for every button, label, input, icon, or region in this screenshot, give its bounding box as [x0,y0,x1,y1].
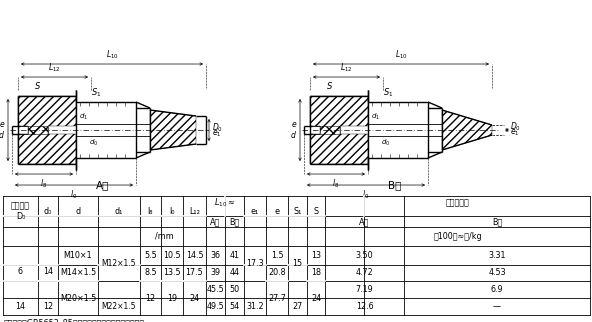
Text: 39: 39 [210,269,221,278]
Text: 36: 36 [211,251,220,260]
Text: 12: 12 [146,294,156,303]
Text: $L_{12}$: $L_{12}$ [48,62,61,74]
Text: M22×1.5: M22×1.5 [102,302,136,311]
Text: 6.9: 6.9 [491,285,503,294]
Text: 31.2: 31.2 [246,302,264,311]
Text: 技术条件按GB5653–85（扩口式管接头技术条件）的规定: 技术条件按GB5653–85（扩口式管接头技术条件）的规定 [4,318,145,322]
Text: L₁₂: L₁₂ [189,207,200,216]
Text: $e$: $e$ [0,119,5,128]
Text: 5.5: 5.5 [144,251,157,260]
Text: 3.31: 3.31 [488,251,506,260]
Text: 8.5: 8.5 [144,269,157,278]
Text: d₁: d₁ [115,207,123,216]
Text: A型: A型 [210,217,221,226]
Text: 1.5: 1.5 [271,251,284,260]
Text: —: — [493,302,501,311]
Text: B型: B型 [229,217,240,226]
Text: l₀: l₀ [169,207,175,216]
Text: 41: 41 [230,251,240,260]
Text: $d_1$: $d_1$ [79,112,89,122]
Text: 3.50: 3.50 [356,251,374,260]
Text: 17.5: 17.5 [186,269,204,278]
Text: $S_1$: $S_1$ [91,87,101,99]
Text: A型: A型 [359,217,369,226]
Text: $L_{10}$: $L_{10}$ [395,49,407,61]
Text: $S$: $S$ [34,80,41,91]
Text: A型: A型 [96,180,110,190]
Text: $e_1$: $e_1$ [510,128,520,138]
Text: $l_0$: $l_0$ [70,188,78,201]
Text: $D_0$: $D_0$ [212,122,223,134]
Text: e: e [275,207,279,216]
Text: 7.19: 7.19 [356,285,374,294]
Text: l₈: l₈ [148,207,153,216]
Text: 4.72: 4.72 [356,269,374,278]
Text: 14.5: 14.5 [186,251,203,260]
Text: 10.5: 10.5 [163,251,181,260]
Text: $d_1$: $d_1$ [371,112,381,122]
Text: 18: 18 [311,269,321,278]
Text: $D_0$: $D_0$ [510,121,521,133]
Text: 50: 50 [230,285,240,294]
Text: 20.8: 20.8 [268,269,286,278]
Text: 49.5: 49.5 [207,302,224,311]
Text: M20×1.5: M20×1.5 [60,294,96,303]
Text: $l_8$: $l_8$ [333,177,340,190]
Text: $d_0$: $d_0$ [381,138,391,148]
Text: $d_0$: $d_0$ [89,138,99,148]
Text: 6: 6 [18,268,23,277]
Text: 24: 24 [311,294,321,303]
Text: $L_{12}$: $L_{12}$ [340,62,353,74]
Text: $e$: $e$ [291,119,297,128]
Text: 14: 14 [15,302,25,311]
Text: B型: B型 [388,180,402,190]
Text: 17.3: 17.3 [246,259,264,268]
Text: $e_1$: $e_1$ [212,129,221,139]
Text: $l_0$: $l_0$ [362,188,369,201]
Text: 14: 14 [43,268,53,277]
Text: $L_{10}$: $L_{10}$ [105,49,118,61]
Text: 质量（铜）: 质量（铜） [446,199,469,208]
Text: 27: 27 [292,302,303,311]
Text: $S_1$: $S_1$ [383,87,393,99]
Text: 管子外径
D₀: 管子外径 D₀ [11,202,30,221]
Text: 4.53: 4.53 [488,269,506,278]
Text: 27.7: 27.7 [268,294,286,303]
Text: M10×1: M10×1 [64,251,92,260]
Text: 13.5: 13.5 [163,269,181,278]
Text: 24: 24 [189,294,200,303]
Text: 19: 19 [167,294,177,303]
Text: $d$: $d$ [0,128,5,139]
Text: 44: 44 [230,269,240,278]
Text: e₁: e₁ [251,207,259,216]
Text: M14×1.5: M14×1.5 [60,269,96,278]
Text: 12: 12 [43,302,53,311]
Text: 54: 54 [230,302,240,311]
Text: d: d [75,207,81,216]
Text: $d$: $d$ [290,128,297,139]
Text: B型: B型 [492,217,502,226]
Text: （100件≈）/kg: （100件≈）/kg [433,232,482,241]
Text: S₁: S₁ [293,207,302,216]
Text: M12×1.5: M12×1.5 [102,259,136,268]
Text: 12.6: 12.6 [356,302,374,311]
Text: /mm: /mm [155,232,173,241]
Text: S: S [313,207,318,216]
Text: $L_{10}\approx$: $L_{10}\approx$ [214,197,236,209]
Text: 15: 15 [292,259,303,268]
Text: $l_8$: $l_8$ [40,177,47,190]
Text: $S$: $S$ [326,80,333,91]
Text: d₀: d₀ [44,207,52,216]
Text: 13: 13 [311,251,321,260]
Text: 45.5: 45.5 [207,285,224,294]
